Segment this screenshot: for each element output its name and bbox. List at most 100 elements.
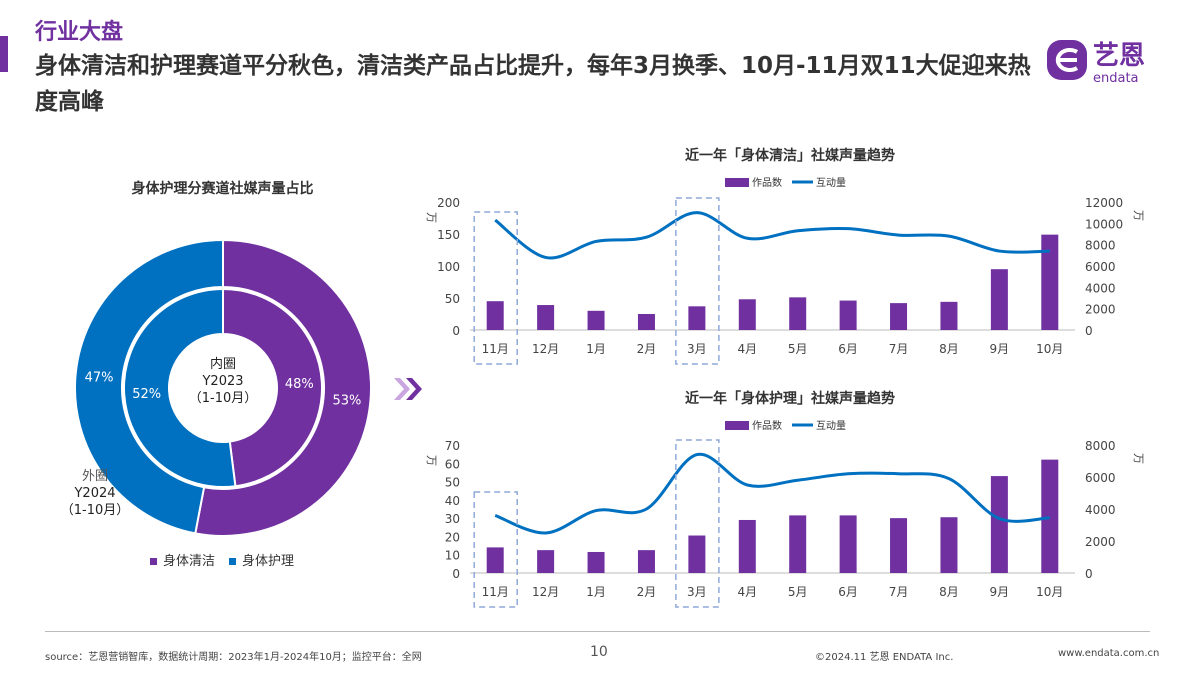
y-right-tick: 8000 — [1085, 239, 1116, 253]
interaction-line — [494, 452, 1050, 535]
legend-item-care: 身体护理 — [229, 550, 294, 569]
y-right-tick: 4000 — [1085, 281, 1116, 295]
y-left-tick: 30 — [445, 512, 460, 526]
y-right-tick: 4000 — [1085, 503, 1116, 517]
legend-line-label: 互动量 — [816, 177, 846, 189]
highlight-box-3月 — [675, 197, 720, 365]
y-left-tick: 0 — [452, 324, 460, 338]
inner-ring-label: （1-10月） — [189, 391, 258, 406]
y-right-tick: 2000 — [1085, 535, 1116, 549]
bar-12月 — [537, 550, 555, 573]
inner-label: 48% — [285, 377, 314, 392]
y-right-tick: 8000 — [1085, 439, 1116, 453]
x-tick: 7月 — [889, 585, 909, 599]
outer-slice — [194, 238, 372, 537]
footer-copyright: ©2024.11 艺恩 ENDATA Inc. — [815, 652, 954, 663]
bar-9月 — [990, 269, 1008, 330]
accent-bar — [0, 36, 8, 72]
y-right-tick: 12000 — [1085, 196, 1123, 210]
double-chevron-right-icon — [394, 378, 422, 400]
bar-2月 — [637, 550, 655, 573]
inner-ring-label: 内圈 — [210, 356, 236, 372]
x-tick: 1月 — [586, 342, 606, 356]
bar-10月 — [1041, 234, 1059, 330]
footer-url: www.endata.com.cn — [1058, 648, 1160, 659]
highlight-box-11月 — [473, 211, 518, 365]
section-title: 行业大盘 — [35, 20, 124, 45]
bar-9月 — [990, 476, 1008, 573]
x-tick: 3月 — [687, 585, 707, 599]
x-tick: 9月 — [990, 585, 1010, 599]
x-tick: 2月 — [637, 342, 657, 356]
y-left-tick: 20 — [445, 530, 460, 544]
outer-label: 53% — [332, 394, 361, 409]
bar-1月 — [587, 551, 605, 573]
y-left-unit: 万 — [425, 212, 438, 223]
y-right-tick: 2000 — [1085, 303, 1116, 317]
endata-logo: 艺恩 endata — [1045, 36, 1170, 86]
inner-slice — [123, 287, 237, 488]
highlight-box-3月 — [675, 439, 720, 608]
x-tick: 11月 — [482, 585, 509, 599]
bar-12月 — [537, 305, 555, 330]
bar-7月 — [890, 518, 908, 573]
bar-4月 — [738, 519, 756, 573]
logo-sub: endata — [1093, 71, 1139, 86]
legend-label: 身体护理 — [242, 554, 295, 569]
logo-text: 艺恩 — [1093, 41, 1145, 71]
y-left-tick: 60 — [445, 457, 460, 471]
legend-item-cleaning: 身体清洁 — [150, 550, 215, 569]
bar-8月 — [940, 517, 958, 573]
y-left-tick: 50 — [445, 292, 460, 306]
y-right-tick: 10000 — [1085, 217, 1123, 231]
y-left-unit: 万 — [425, 455, 438, 466]
page-number: 10 — [590, 644, 608, 660]
care-chart-title: 近一年「身体护理」社媒声量趋势 — [685, 391, 895, 407]
bar-11月 — [486, 301, 504, 330]
cleaning-trend-chart: 作品数 互动量0501001502000200040006000800010000… — [425, 176, 1145, 365]
y-left-tick: 100 — [437, 260, 460, 274]
legend-label: 身体清洁 — [163, 554, 216, 569]
x-tick: 9月 — [990, 342, 1010, 356]
bar-8月 — [940, 301, 958, 330]
x-tick: 11月 — [482, 342, 509, 356]
x-tick: 10月 — [1036, 585, 1063, 599]
x-tick: 6月 — [838, 342, 858, 356]
y-right-unit: 万 — [1132, 453, 1145, 464]
donut-chart: 53% 47% 48% 52% 内圈 Y2023 （1-10月） 外圈 Y2024 （1-10月） — [61, 238, 372, 537]
y-left-tick: 50 — [445, 476, 460, 490]
x-tick: 7月 — [889, 342, 909, 356]
inner-label: 52% — [132, 387, 161, 402]
legend-bar-swatch — [725, 178, 749, 187]
legend-bar-label: 作品数 — [752, 176, 782, 189]
bar-11月 — [486, 547, 504, 573]
care-trend-chart: 作品数 互动量 0 10 20 30 40 50 60 70 0 2000 4000 6000 8000 万 万… — [425, 419, 1145, 608]
bar-1月 — [587, 310, 605, 330]
outer-label: 47% — [85, 370, 114, 385]
y-left-tick: 10 — [445, 549, 460, 563]
footer-source: source：艺恩营销智库，数据统计周期：2023年1月-2024年10月；监控… — [45, 652, 422, 663]
y-right-tick: 6000 — [1085, 260, 1116, 274]
y-left-tick: 200 — [437, 196, 460, 210]
bar-3月 — [688, 535, 706, 573]
x-tick: 6月 — [838, 585, 858, 599]
bar-6月 — [839, 300, 857, 330]
bar-5月 — [789, 515, 807, 573]
footer-divider — [45, 631, 1150, 632]
bar-2月 — [637, 314, 655, 330]
headline: 身体清洁和护理赛道平分秋色，清洁类产品占比提升，每年3月换季、10月-11月双1… — [35, 53, 1031, 115]
bar-5月 — [789, 297, 807, 330]
outer-ring-label: Y2024 — [73, 486, 115, 501]
x-tick: 10月 — [1036, 342, 1063, 356]
bar-7月 — [890, 303, 908, 330]
outer-ring-label: 外圈 — [82, 469, 108, 484]
x-tick: 12月 — [532, 585, 559, 599]
bar-3月 — [688, 306, 706, 330]
y-right-tick: 0 — [1085, 567, 1093, 581]
x-tick: 12月 — [532, 342, 559, 356]
inner-slice — [222, 287, 323, 488]
y-right-unit: 万 — [1132, 210, 1145, 221]
logo-icon: 艺恩 endata — [1047, 40, 1145, 86]
legend-line-label: 互动量 — [816, 420, 846, 432]
bar-4月 — [738, 299, 756, 330]
